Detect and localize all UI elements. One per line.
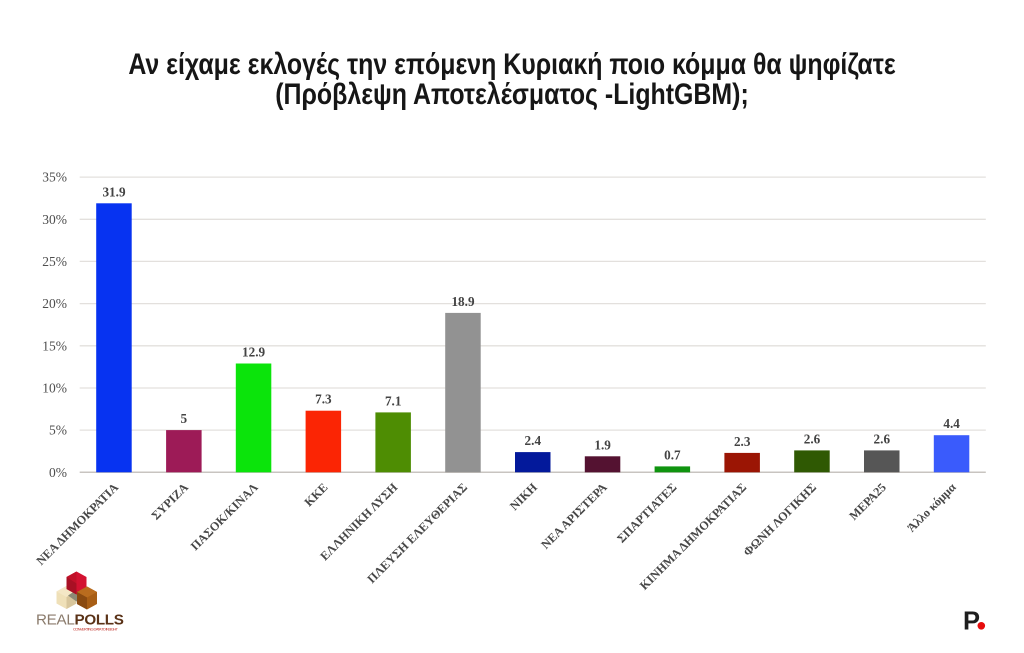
svg-text:ΝΙΚΗ: ΝΙΚΗ (507, 480, 540, 513)
svg-text:4.4: 4.4 (943, 416, 960, 431)
svg-text:12.9: 12.9 (242, 345, 265, 360)
svg-text:2.6: 2.6 (874, 431, 891, 446)
svg-text:REALPOLLS: REALPOLLS (36, 612, 124, 629)
svg-text:ΣΥΡΙΖΑ: ΣΥΡΙΖΑ (149, 480, 191, 522)
svg-text:ΚΚΕ: ΚΚΕ (301, 480, 330, 509)
svg-text:ΠΑΣΟΚ/ΚΙΝΑΛ: ΠΑΣΟΚ/ΚΙΝΑΛ (188, 480, 261, 553)
svg-text:20%: 20% (42, 296, 67, 311)
svg-text:ΝΕΑ ΑΡΙΣΤΕΡΑ: ΝΕΑ ΑΡΙΣΤΕΡΑ (538, 480, 610, 552)
svg-text:2.6: 2.6 (804, 431, 821, 446)
svg-text:5%: 5% (49, 423, 67, 438)
svg-text:31.9: 31.9 (102, 184, 125, 199)
svg-text:0.7: 0.7 (664, 447, 681, 462)
svg-text:0%: 0% (49, 465, 67, 480)
svg-text:ΣΠΑΡΤΙΑΤΕΣ: ΣΠΑΡΤΙΑΤΕΣ (614, 480, 679, 545)
svg-text:ΕΛΛΗΝΙΚΗ ΛΥΣΗ: ΕΛΛΗΝΙΚΗ ΛΥΣΗ (317, 480, 400, 563)
svg-text:Άλλο κόμμα: Άλλο κόμμα (904, 480, 959, 535)
svg-text:1.9: 1.9 (594, 437, 611, 452)
svg-text:30%: 30% (42, 212, 67, 227)
svg-text:2.3: 2.3 (734, 434, 751, 449)
svg-text:5: 5 (181, 411, 188, 426)
svg-text:2.4: 2.4 (525, 433, 542, 448)
svg-text:15%: 15% (42, 338, 67, 353)
svg-text:ΝΕΑ ΔΗΜΟΚΡΑΤΙΑ: ΝΕΑ ΔΗΜΟΚΡΑΤΙΑ (33, 480, 121, 568)
svg-text:CONVERTING DATA TO INSIGHT: CONVERTING DATA TO INSIGHT (73, 627, 119, 632)
svg-text:7.1: 7.1 (385, 393, 401, 408)
svg-text:P: P (963, 608, 980, 636)
svg-text:ΜΕΡΑ25: ΜΕΡΑ25 (846, 480, 889, 523)
svg-text:ΦΩΝΗ ΛΟΓΙΚΗΣ: ΦΩΝΗ ΛΟΓΙΚΗΣ (740, 480, 819, 559)
svg-text:35%: 35% (42, 170, 67, 185)
svg-text:25%: 25% (42, 254, 67, 269)
svg-text:7.3: 7.3 (315, 392, 332, 407)
svg-text:10%: 10% (42, 381, 67, 396)
svg-text:18.9: 18.9 (451, 294, 474, 309)
